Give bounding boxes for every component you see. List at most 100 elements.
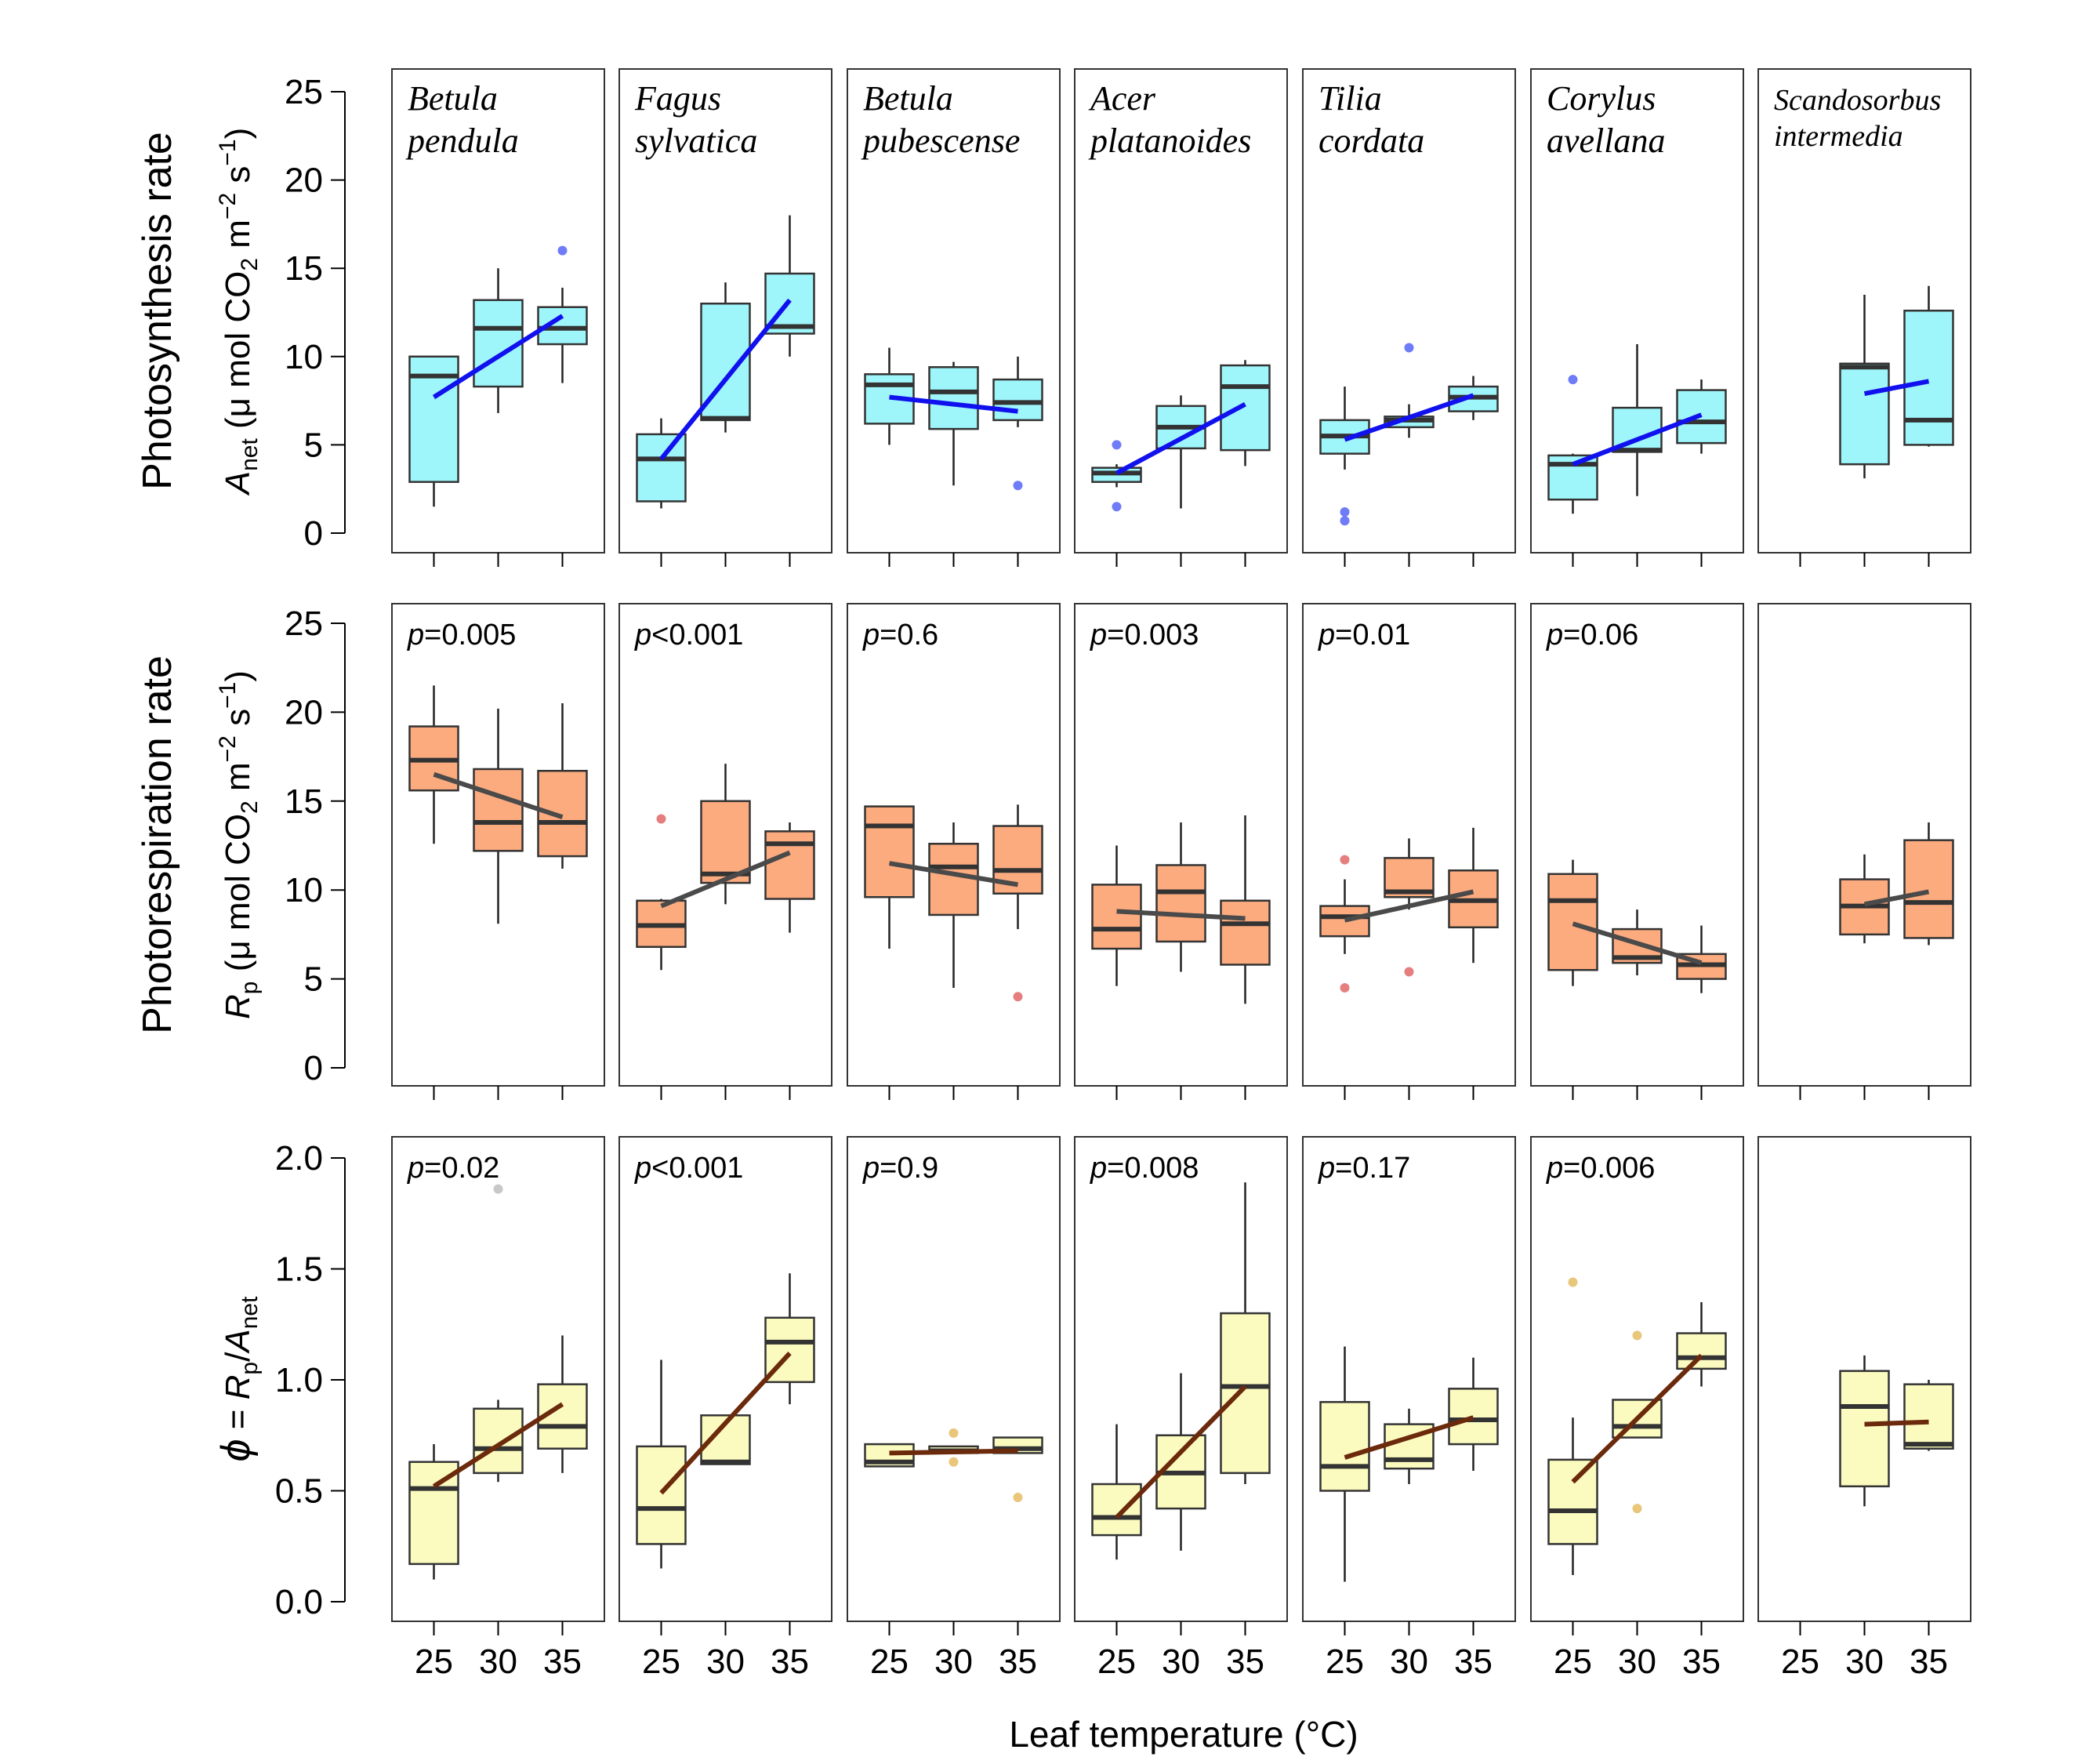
x-tick-label: 30	[1162, 1642, 1200, 1681]
box-25	[408, 1461, 459, 1566]
species-epithet: platanoides	[1088, 122, 1251, 160]
panel-frame	[1530, 603, 1744, 1087]
p-value: p=0.01	[1318, 619, 1410, 652]
outlier-point	[1112, 440, 1122, 450]
box-35	[1220, 364, 1271, 452]
trend-line	[1863, 379, 1930, 397]
y-tick-label: 1.5	[275, 1250, 323, 1289]
panel-bot-4: p=0.008 25 30 35	[1074, 1136, 1288, 1681]
box-25	[1319, 1401, 1370, 1492]
panel-bot-3: p=0.9 25 30 35	[847, 1136, 1061, 1681]
y-tick-label: 5	[304, 960, 323, 999]
outlier-point	[1404, 967, 1414, 977]
outlier-point	[1013, 992, 1023, 1002]
box-35	[992, 378, 1043, 422]
y-tick-label: 10	[285, 871, 323, 909]
p-value: p=0.005	[407, 619, 516, 652]
x-tick-label: 35	[1682, 1642, 1721, 1681]
x-tick-label: 30	[479, 1642, 517, 1681]
species-genus: Betula	[408, 79, 498, 118]
x-tick-label: 25	[1554, 1642, 1592, 1681]
trend-line	[1572, 921, 1703, 966]
outlier-point	[1340, 506, 1350, 517]
panel-top-6: Corylus avellana	[1530, 68, 1744, 567]
outlier-point	[1404, 343, 1414, 353]
trend-line	[1116, 909, 1246, 921]
y-axis-title: Photorespiration rate	[135, 655, 180, 1034]
p-value: p=0.006	[1546, 1152, 1655, 1185]
outlier-point	[493, 1184, 503, 1194]
outlier-point	[1632, 1504, 1642, 1514]
y-tick-label: 2.0	[275, 1139, 323, 1178]
outlier-point	[1340, 855, 1350, 865]
y-tick-label: 0	[304, 514, 323, 553]
box-25	[864, 805, 915, 898]
y-tick-label: 0.0	[275, 1583, 323, 1621]
y-tick-label: 10	[285, 338, 323, 376]
trend-line	[1344, 393, 1474, 442]
trend-line	[433, 771, 564, 820]
y-tick-label: 0	[304, 1049, 323, 1087]
outlier-point	[1340, 982, 1350, 993]
species-epithet: intermedia	[1774, 120, 1903, 153]
panel-top-2: Fagus sylvatica	[618, 68, 832, 567]
p-value: p=0.008	[1090, 1152, 1199, 1185]
x-tick-label: 30	[706, 1642, 745, 1681]
x-tick-label: 35	[999, 1642, 1037, 1681]
x-tick-label: 25	[415, 1642, 453, 1681]
species-genus: Corylus	[1547, 79, 1656, 118]
x-tick-label: 35	[1910, 1642, 1948, 1681]
y-tick-label: 15	[285, 782, 323, 821]
trend-line	[1571, 1353, 1703, 1484]
panel-top-4: Acer platanoides	[1074, 68, 1288, 567]
box-35	[1676, 1332, 1727, 1370]
outlier-point	[1112, 502, 1122, 512]
y-axis-unit: Rp (μ mol CO2 m−2 s−1)	[215, 670, 263, 1019]
y-tick-label: 15	[285, 249, 323, 288]
trend-line	[659, 1352, 792, 1495]
trend-line	[1344, 1415, 1474, 1460]
x-tick-label: 30	[1845, 1642, 1884, 1681]
p-value: p=0.9	[862, 1152, 938, 1185]
p-value: p=0.06	[1546, 619, 1638, 652]
outlier-point	[1013, 481, 1023, 491]
panel-mid-2: p<0.001	[618, 603, 832, 1100]
species-epithet: pubescense	[861, 122, 1020, 160]
x-tick-label: 25	[1781, 1642, 1819, 1681]
p-value: p=0.6	[862, 619, 938, 652]
box-30	[473, 768, 524, 852]
box-25	[1547, 873, 1598, 971]
species-genus: Betula	[863, 79, 953, 118]
panel-mid-1: p=0.005	[391, 603, 605, 1100]
trend-line	[1115, 401, 1246, 476]
panel-bot-1: p=0.02 25 30 35	[391, 1136, 605, 1681]
panel-mid-3: p=0.6	[847, 603, 1061, 1100]
panel-top-5: Tilia cordata	[1302, 68, 1516, 567]
p-value: p=0.003	[1090, 619, 1199, 652]
species-epithet: sylvatica	[635, 122, 757, 160]
outlier-point	[1632, 1330, 1642, 1341]
outlier-point	[557, 245, 568, 256]
y-tick-label: 25	[285, 604, 323, 643]
panel-frame	[1530, 1136, 1744, 1622]
x-axis-title: Leaf temperature (°C)	[1009, 1714, 1358, 1755]
outlier-point	[1340, 516, 1350, 526]
box-35	[1903, 839, 1954, 939]
panel-mid-6: p=0.06	[1530, 603, 1744, 1100]
trend-line	[1864, 1419, 1929, 1427]
trend-line	[432, 314, 564, 400]
p-value: p=0.02	[407, 1152, 499, 1185]
x-tick-label: 35	[1226, 1642, 1264, 1681]
box-35	[1220, 1312, 1271, 1475]
species-genus: Acer	[1088, 79, 1156, 118]
box-30	[700, 800, 751, 884]
trend-line	[660, 850, 791, 909]
outlier-point	[949, 1428, 959, 1438]
box-25	[636, 433, 687, 503]
box-35	[1220, 899, 1271, 966]
box-25	[1091, 884, 1142, 950]
outlier-point	[1568, 1277, 1578, 1287]
